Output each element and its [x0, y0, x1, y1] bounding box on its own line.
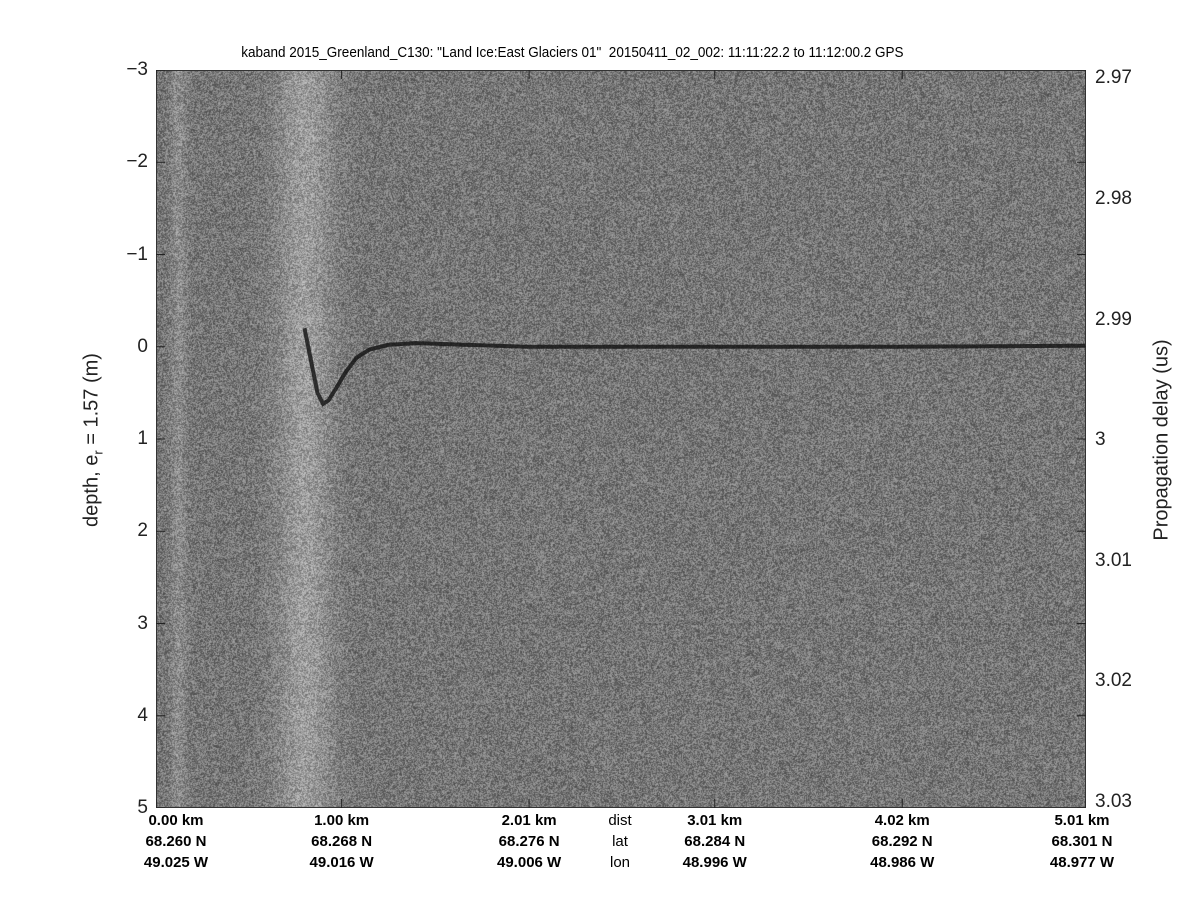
plot-frame	[157, 71, 1086, 808]
y-tick-label-left: 4	[137, 705, 148, 727]
y-tick-label-left: −3	[126, 59, 148, 81]
plot-area	[156, 70, 1086, 808]
x-label-lon: 49.025 W	[116, 854, 236, 871]
y-tick-label-right: 3.03	[1095, 791, 1132, 813]
y-tick-label-right: 2.99	[1095, 309, 1132, 331]
x-label-lon: 48.977 W	[1022, 854, 1142, 871]
y-tick-label-right: 2.98	[1095, 188, 1132, 210]
y-tick-label-left: 3	[137, 613, 148, 635]
y-tick-label-left: −2	[126, 151, 148, 173]
x-label-lon: 48.986 W	[842, 854, 962, 871]
x-label-dist: 4.02 km	[842, 812, 962, 829]
x-row-label-lon: lon	[560, 854, 680, 871]
x-label-dist: 5.01 km	[1022, 812, 1142, 829]
y-axis-label-left: depth, er = 1.57 (m)	[81, 353, 106, 527]
x-row-label-dist: dist	[560, 812, 680, 829]
x-label-lat: 68.292 N	[842, 833, 962, 850]
y-label-text: depth, e	[81, 455, 103, 527]
x-label-lat: 68.301 N	[1022, 833, 1142, 850]
y-tick-label-right: 2.97	[1095, 67, 1132, 89]
y-tick-label-left: 1	[137, 428, 148, 450]
y-label-suffix: = 1.57 (m)	[81, 353, 103, 450]
x-label-dist: 0.00 km	[116, 812, 236, 829]
chart-title: kaband 2015_Greenland_C130: "Land Ice:Ea…	[0, 44, 1145, 61]
x-label-lon: 49.016 W	[282, 854, 402, 871]
y-tick-label-left: −1	[126, 244, 148, 266]
y-tick-label-right: 3.01	[1095, 550, 1132, 572]
x-label-lat: 68.268 N	[282, 833, 402, 850]
y-label-sub: r	[91, 450, 106, 454]
y-tick-label-left: 2	[137, 520, 148, 542]
plot-overlay	[156, 70, 1086, 808]
y-tick-label-left: 0	[137, 336, 148, 358]
x-label-lat: 68.260 N	[116, 833, 236, 850]
y-tick-label-right: 3.02	[1095, 670, 1132, 692]
y-axis-label-right: Propagation delay (us)	[1151, 339, 1174, 540]
x-label-dist: 1.00 km	[282, 812, 402, 829]
y-tick-label-right: 3	[1095, 429, 1106, 451]
x-row-label-lat: lat	[560, 833, 680, 850]
surface-layer-line	[305, 328, 1087, 404]
